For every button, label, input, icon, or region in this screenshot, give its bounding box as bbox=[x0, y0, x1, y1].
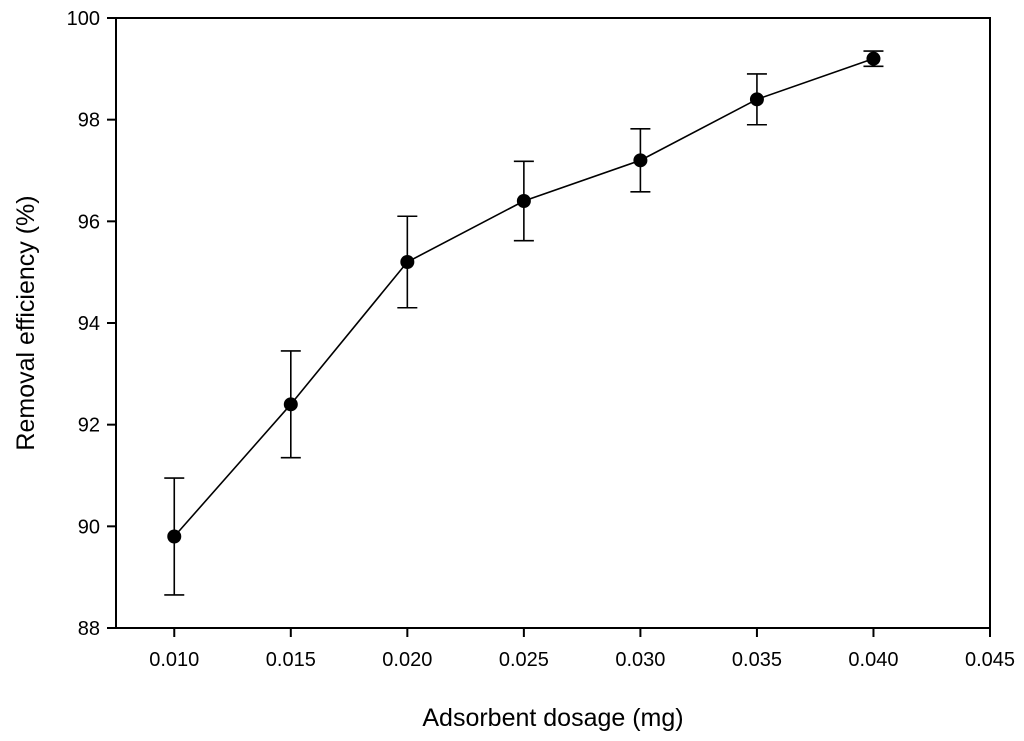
x-axis-title: Adsorbent dosage (mg) bbox=[422, 704, 683, 732]
y-axis-title: Removal efficiency (%) bbox=[12, 195, 40, 450]
data-point bbox=[283, 397, 298, 412]
y-tick-label: 98 bbox=[78, 110, 100, 132]
y-tick-label: 90 bbox=[78, 516, 100, 538]
x-tick-label: 0.040 bbox=[848, 649, 898, 671]
y-tick-label: 96 bbox=[78, 211, 100, 233]
data-point bbox=[749, 92, 764, 107]
x-tick-label: 0.010 bbox=[149, 649, 199, 671]
data-point bbox=[866, 51, 881, 66]
y-tick-label: 92 bbox=[78, 415, 100, 437]
data-point bbox=[633, 153, 648, 168]
x-axis-ticks: 0.010 0.015 0.020 0.025 0.030 0.035 0.040 0.045 bbox=[149, 628, 1015, 671]
plot-frame bbox=[115, 17, 991, 629]
series-lines bbox=[173, 57, 874, 538]
y-tick-label: 88 bbox=[78, 618, 100, 640]
x-tick-label: 0.035 bbox=[732, 649, 782, 671]
y-axis-ticks: 88 90 92 94 96 98 100 bbox=[67, 8, 116, 640]
y-tick-label: 100 bbox=[67, 8, 100, 30]
x-tick-label: 0.020 bbox=[382, 649, 432, 671]
data-point bbox=[400, 255, 415, 269]
data-markers bbox=[167, 51, 881, 544]
x-tick-label: 0.025 bbox=[499, 649, 549, 671]
y-tick-label: 94 bbox=[78, 313, 100, 335]
data-point bbox=[516, 194, 531, 208]
x-tick-label: 0.045 bbox=[965, 649, 1015, 671]
axes bbox=[115, 17, 991, 629]
x-tick-label: 0.030 bbox=[615, 649, 665, 671]
data-point bbox=[167, 529, 182, 544]
x-tick-label: 0.015 bbox=[266, 649, 316, 671]
series-line bbox=[173, 57, 874, 538]
error-bars bbox=[164, 50, 884, 596]
